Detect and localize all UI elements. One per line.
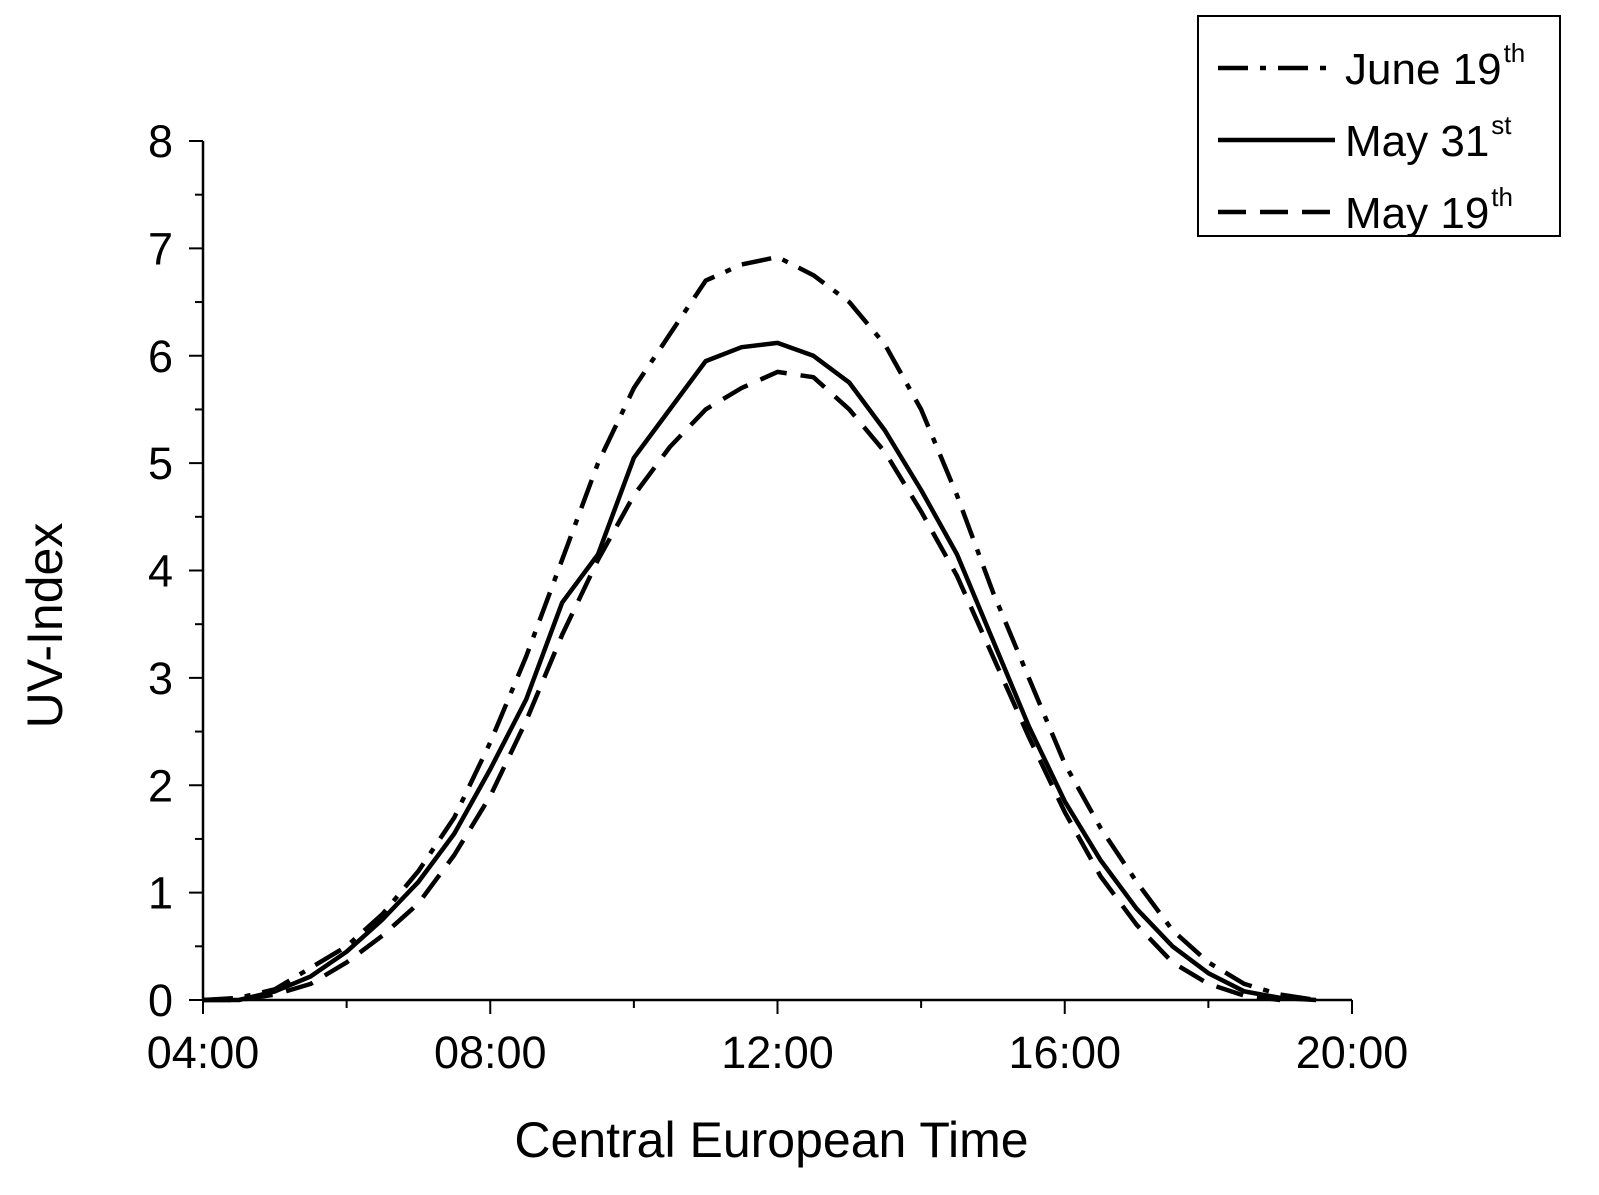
y-tick-label: 0 [148, 975, 173, 1026]
axis-tick-labels: 0 1 2 3 4 5 6 7 8 04:00 08:00 12:00 16:00 20:00 [147, 116, 1409, 1078]
legend-label: June 19th [1345, 38, 1525, 94]
axes [201, 141, 1352, 1002]
x-tick-label: 08:00 [434, 1027, 547, 1078]
y-tick-label: 2 [148, 760, 173, 811]
series-line-dashed [203, 369, 1281, 1003]
legend-box [1197, 15, 1561, 237]
legend-label: May 31st [1345, 110, 1512, 166]
legend-label-superscript: th [1504, 38, 1526, 68]
x-tick-label: 16:00 [1008, 1027, 1121, 1078]
axis-ticks [189, 140, 1353, 1014]
y-axis-title: UV-Index [17, 523, 73, 729]
y-tick-label: 8 [148, 116, 173, 167]
series-line-dashdot [202, 254, 1317, 1003]
x-axis-title: Central European Time [514, 1112, 1028, 1168]
legend-label-superscript: st [1491, 110, 1512, 140]
plot-lines [202, 254, 1317, 1003]
legend-label-main: May 31 [1345, 117, 1489, 166]
legend-label-main: June 19 [1345, 45, 1502, 94]
y-tick-label: 7 [148, 223, 173, 274]
x-tick-label: 04:00 [147, 1027, 260, 1078]
x-tick-label: 12:00 [721, 1027, 834, 1078]
legend-label: May 19th [1345, 182, 1513, 238]
y-tick-label: 5 [148, 438, 173, 489]
series-line-solid [203, 340, 1317, 1003]
legend-label-superscript: th [1491, 182, 1513, 212]
legend-label-main: May 19 [1345, 189, 1489, 238]
y-tick-label: 6 [148, 331, 173, 382]
y-tick-label: 4 [148, 546, 173, 597]
y-tick-label: 1 [148, 868, 173, 919]
y-tick-label: 3 [148, 653, 173, 704]
x-tick-label: 20:00 [1296, 1027, 1409, 1078]
